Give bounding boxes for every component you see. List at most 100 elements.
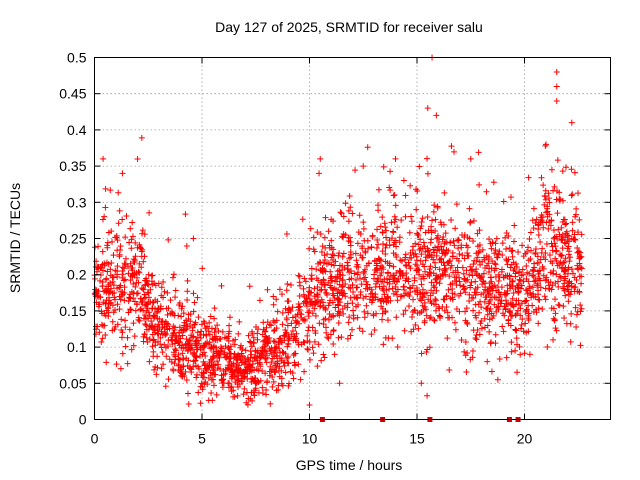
data-point (489, 284, 496, 291)
data-point (121, 297, 128, 304)
data-point (441, 267, 448, 274)
data-point (470, 295, 477, 302)
data-point (249, 328, 256, 335)
data-point (296, 273, 303, 280)
data-point (114, 321, 121, 328)
data-point (311, 248, 318, 255)
data-point (435, 243, 442, 250)
data-point (331, 262, 338, 269)
y-tick-label: 0 (79, 412, 87, 428)
data-point (151, 366, 158, 373)
data-point (207, 356, 214, 363)
data-point (124, 334, 131, 341)
data-point (104, 268, 111, 275)
data-point (534, 268, 541, 275)
data-point (461, 255, 468, 262)
data-point (295, 301, 302, 308)
data-point (535, 287, 542, 294)
data-point (118, 334, 125, 341)
data-point (418, 281, 425, 288)
data-point (565, 233, 572, 240)
data-point (308, 265, 315, 272)
data-point (114, 301, 121, 308)
data-point (190, 290, 197, 297)
data-point (314, 363, 321, 370)
data-point (276, 349, 283, 356)
data-point (519, 242, 526, 249)
data-point (103, 359, 110, 366)
data-point (226, 328, 233, 335)
data-point (328, 277, 335, 284)
data-point (413, 206, 420, 213)
data-point (504, 261, 511, 268)
data-point (254, 336, 261, 343)
data-point (276, 286, 283, 293)
data-point (312, 312, 319, 319)
data-point (573, 323, 580, 330)
data-point (556, 195, 563, 202)
data-point (347, 249, 354, 256)
data-point (290, 375, 297, 382)
data-point (540, 224, 547, 231)
data-point (117, 365, 124, 372)
data-point (452, 278, 459, 285)
data-point (208, 376, 215, 383)
data-point (495, 278, 502, 285)
data-point (249, 397, 256, 404)
data-point (554, 157, 561, 164)
data-point (173, 336, 180, 343)
data-point (518, 300, 525, 307)
data-point (330, 327, 337, 334)
data-point (143, 322, 150, 329)
data-point (405, 276, 412, 283)
data-point (393, 314, 400, 321)
data-point (398, 217, 405, 224)
data-point (148, 318, 155, 325)
data-point (253, 366, 260, 373)
data-point (488, 368, 495, 375)
data-point (183, 242, 190, 249)
data-point (271, 338, 278, 345)
data-point (542, 196, 549, 203)
data-point (376, 265, 383, 272)
data-point (532, 220, 539, 227)
data-point (446, 367, 453, 374)
data-point (428, 279, 435, 286)
data-point (245, 362, 252, 369)
data-point (537, 214, 544, 221)
data-point (122, 255, 129, 262)
data-point (368, 331, 375, 338)
data-point (314, 294, 321, 301)
data-point (400, 311, 407, 318)
data-point (491, 260, 498, 267)
data-point (150, 315, 157, 322)
data-point (179, 350, 186, 357)
data-point (392, 155, 399, 162)
data-point (305, 346, 312, 353)
data-point (320, 304, 327, 311)
data-point (305, 324, 312, 331)
data-point (422, 268, 429, 275)
data-point (297, 282, 304, 289)
data-point (225, 362, 232, 369)
data-point (261, 343, 268, 350)
data-point (300, 285, 307, 292)
data-point (179, 303, 186, 310)
data-point (289, 314, 296, 321)
data-point (521, 350, 528, 357)
data-point (556, 273, 563, 280)
data-point (552, 255, 559, 262)
data-point (513, 260, 520, 267)
data-point (342, 200, 349, 207)
data-point (228, 361, 235, 368)
data-point (512, 273, 519, 280)
data-point (290, 352, 297, 359)
data-point (127, 277, 134, 284)
data-point (390, 263, 397, 270)
data-point (365, 245, 372, 252)
data-point (175, 351, 182, 358)
data-point (424, 155, 431, 162)
data-point (472, 268, 479, 275)
data-point (569, 227, 576, 234)
